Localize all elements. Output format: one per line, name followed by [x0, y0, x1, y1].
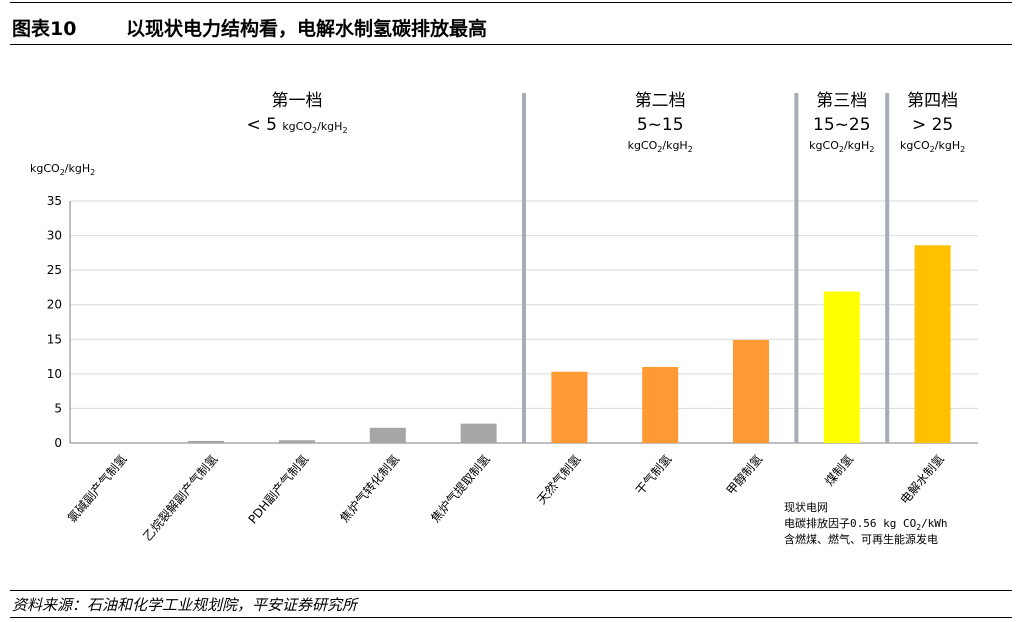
x-tick-label: 焦炉气转化制氢	[337, 451, 402, 525]
bar	[279, 440, 315, 443]
bar-chart: 0 5 10 15 20 25 30 35 kgCO2/kgH2 氯碱副产气制氢 乙烷裂解副产气制氢…	[30, 91, 978, 546]
x-tick-label: 甲醇制氢	[723, 451, 765, 497]
figure-header: 图表10 以现状电力结构看，电解水制氢碳排放最高	[0, 0, 1022, 46]
y-tick-label: 25	[47, 263, 62, 277]
tier-unit: kgCO2/kgH2	[809, 139, 874, 154]
annotation-line-2: 电碳排放因子0.56 kg CO2/kWh	[784, 516, 948, 532]
footer-top-rule	[10, 590, 1012, 591]
tier-unit: kgCO2/kgH2	[900, 139, 965, 154]
bar	[914, 245, 951, 443]
header-top-rule	[10, 2, 1012, 3]
x-tick-label: 电解水制氢	[897, 451, 947, 507]
tier-name: 第二档	[635, 91, 686, 111]
x-tick-label: 煤制氢	[821, 451, 856, 488]
figure-title: 以现状电力结构看，电解水制氢碳排放最高	[126, 18, 488, 40]
bar	[551, 371, 588, 443]
y-tick-label: 15	[47, 332, 62, 346]
x-tick-label: 天然气制氢	[534, 451, 584, 507]
annotation-line-3: 含燃煤、燃气、可再生能源发电	[784, 532, 938, 546]
bar	[733, 339, 769, 443]
bar	[642, 366, 679, 443]
tier-name: 第三档	[816, 91, 867, 111]
x-tick-label: PDH副产气制氢	[245, 451, 311, 526]
y-tick-label: 30	[47, 229, 62, 243]
bar	[823, 291, 860, 443]
x-tick-label: 焦炉气提取制氢	[427, 451, 492, 525]
tier-range: > 25	[912, 115, 953, 135]
header-bottom-rule	[10, 44, 1012, 45]
y-tick-label: 20	[47, 298, 62, 312]
y-tick-label: 10	[47, 367, 62, 381]
tier-unit: kgCO2/kgH2	[628, 139, 693, 154]
tier-range: < 5 kgCO2/kgH2	[246, 115, 347, 135]
tier-name: 第四档	[907, 91, 958, 111]
x-tick-label: 氯碱副产气制氢	[64, 451, 129, 525]
y-tick-label: 35	[47, 194, 62, 208]
bar	[188, 440, 225, 443]
bar	[460, 423, 497, 443]
x-tick-label: 乙烷裂解副产气制氢	[140, 451, 221, 543]
tier-range: 15~25	[813, 115, 871, 135]
y-tick-label: 5	[54, 401, 62, 415]
y-axis-label: kgCO2/kgH2	[30, 162, 95, 177]
source-note: 资料来源：石油和化学工业规划院，平安证券研究所	[12, 596, 358, 614]
annotation-line-1: 现状电网	[784, 500, 828, 514]
tier-range: 5~15	[637, 115, 684, 135]
tier-name: 第一档	[272, 91, 323, 111]
bar	[369, 427, 406, 443]
footer-bottom-rule	[10, 617, 1012, 618]
y-tick-label: 0	[54, 436, 62, 450]
x-tick-label: 干气制氢	[632, 451, 674, 497]
figure-label: 图表10	[12, 18, 77, 40]
